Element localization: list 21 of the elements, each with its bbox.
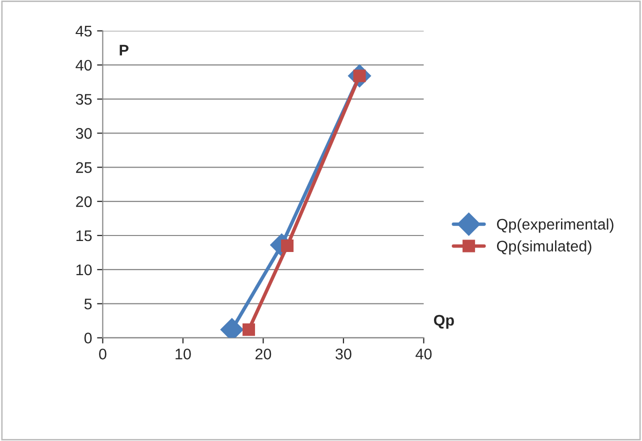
x-tick-label: 30 <box>336 348 352 360</box>
y-tick-label: 35 <box>76 94 92 105</box>
x-axis-title: Qp <box>434 314 454 329</box>
y-tick-label: 40 <box>76 60 92 71</box>
y-tick-label: 20 <box>76 196 92 208</box>
y-tick-label: 10 <box>76 264 92 276</box>
y-tick-label: 30 <box>76 128 92 139</box>
y-tick-label: 0 <box>84 332 92 344</box>
y-tick-label: 25 <box>76 162 92 173</box>
point <box>242 323 256 336</box>
x-tick-label: 10 <box>176 348 191 360</box>
x-tick-label: 40 <box>416 348 432 360</box>
legend-label: Qp(simulated) <box>497 240 592 255</box>
y-axis-title: P <box>120 44 128 56</box>
y-tick-label: 15 <box>76 230 92 242</box>
x-tick-label: 20 <box>255 348 272 360</box>
y-tick-label: 5 <box>84 298 92 310</box>
y-tick-label: 45 <box>76 26 92 37</box>
x-tick-label: 0 <box>99 348 106 360</box>
point <box>281 239 294 252</box>
legend-label: Qp(experimental) <box>497 218 614 233</box>
